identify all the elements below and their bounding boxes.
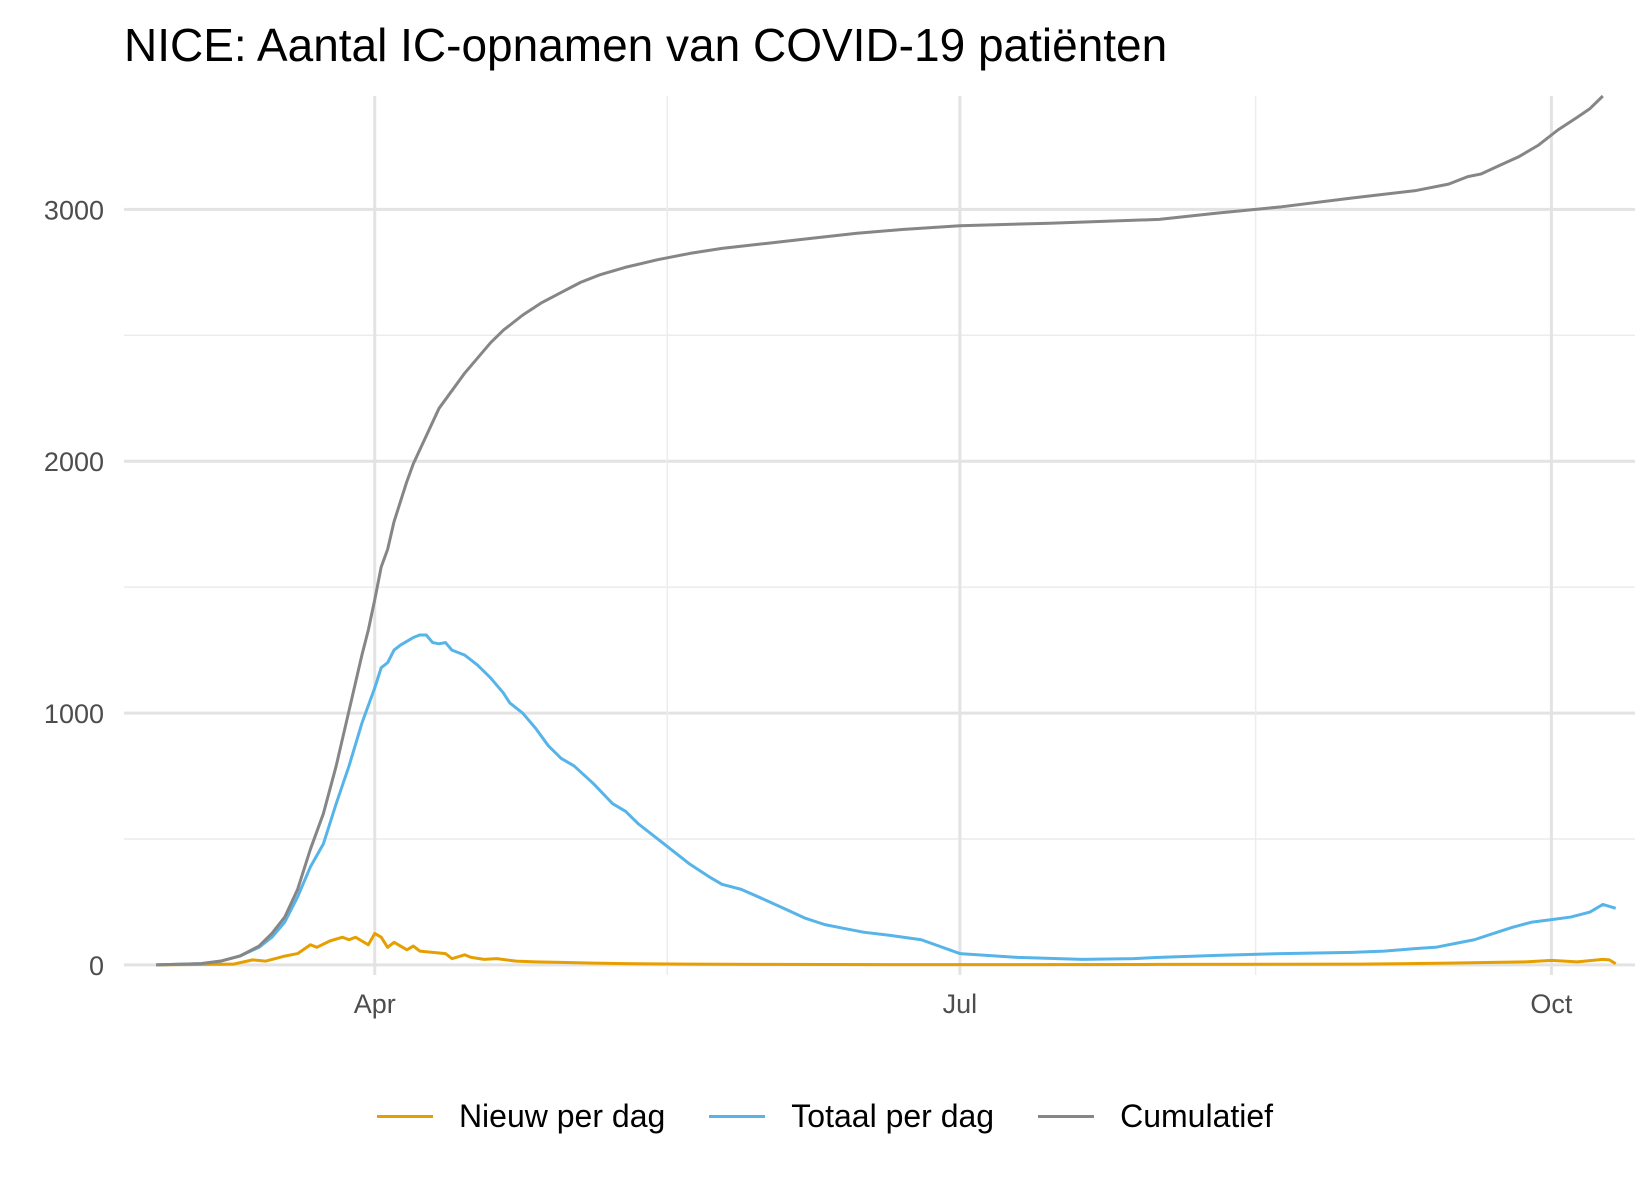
legend-label: Nieuw per dag (458, 1098, 666, 1134)
line-chart: 0 1000 2000 3000 Apr Jul Oct (44, 94, 1635, 1019)
legend-item: Cumulatief (1038, 1098, 1273, 1135)
y-tick-label: 0 (89, 951, 104, 981)
legend-key (709, 1115, 766, 1118)
series-line-totaal-per-dag (156, 633, 1617, 967)
x-tick-label: Jul (943, 989, 978, 1019)
y-tick-label: 2000 (44, 447, 104, 477)
y-tick-label: 1000 (44, 699, 104, 729)
chart-title: NICE: Aantal IC-opnamen van COVID-19 pat… (124, 19, 1168, 71)
legend-label: Cumulatief (1120, 1098, 1274, 1134)
legend: Nieuw per dag Totaal per dag Cumulatief (0, 1098, 1650, 1135)
series-line-nieuw-per-dag (156, 931, 1617, 967)
series-lines (156, 94, 1617, 967)
legend-label: Totaal per dag (791, 1098, 995, 1134)
x-tick-label: Apr (354, 989, 396, 1019)
legend-item: Totaal per dag (709, 1098, 994, 1135)
x-tick-label: Oct (1530, 989, 1573, 1019)
y-tick-label: 3000 (44, 195, 104, 225)
legend-key (1038, 1115, 1095, 1118)
x-axis-tick-labels: Apr Jul Oct (354, 989, 1573, 1019)
series-line-cumulatief (156, 94, 1604, 967)
minor-x-gridlines (666, 96, 1257, 975)
legend-item: Nieuw per dag (376, 1098, 666, 1135)
legend-key (376, 1115, 433, 1118)
major-x-gridlines (373, 96, 1553, 975)
y-axis-tick-labels: 0 1000 2000 3000 (44, 195, 104, 981)
